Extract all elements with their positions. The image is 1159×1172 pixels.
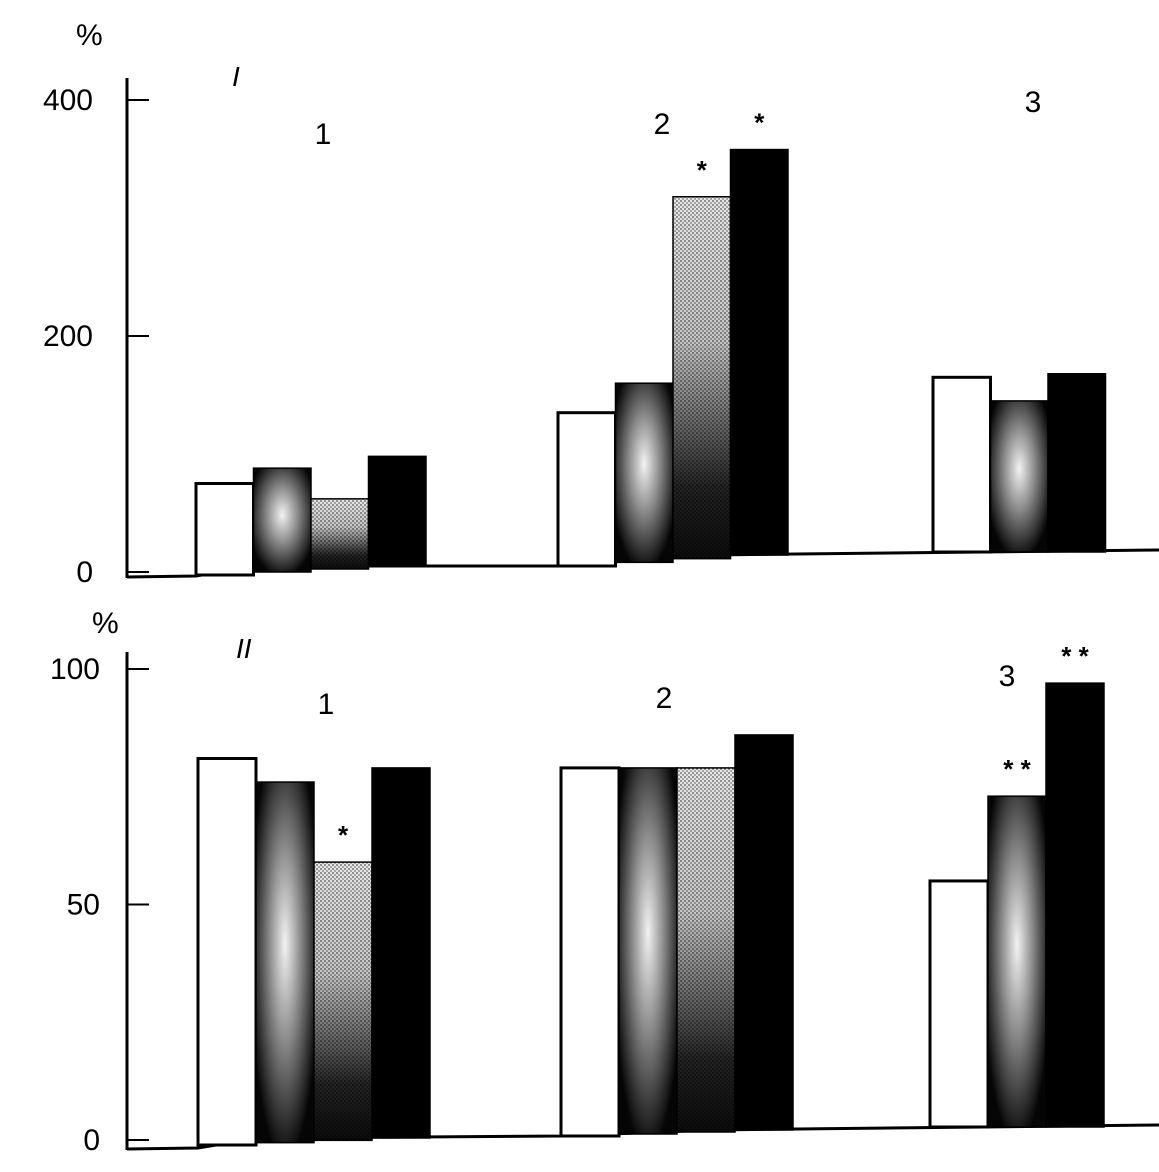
panel-label: I: [232, 61, 240, 92]
bar-group-3-series-4: [1045, 682, 1105, 1128]
bar-group-1-series-2: [255, 781, 315, 1144]
y-unit-label: %: [92, 607, 119, 640]
y-tick-label: 100: [50, 653, 100, 686]
bar-group-1-series-1: [196, 756, 258, 1147]
significance-mark: *: [754, 108, 765, 138]
bar-group-3-series-4: [1047, 373, 1107, 553]
chart-panel-1: 0 200 400% I 1 2 3 * *: [43, 19, 1159, 589]
group-label-2: 2: [656, 682, 673, 715]
significance-mark: * *: [1003, 754, 1031, 784]
group-label-3: 3: [999, 660, 1016, 693]
panel-label: II: [236, 633, 252, 664]
chart-panel-2: 0 50 100% II 1 2 3 * * * * *: [50, 607, 1159, 1157]
bar-group-2-series-3-shade: [677, 767, 735, 1132]
bar-group-2-series-1: [556, 411, 617, 568]
bar-group-2-series-1: [559, 766, 621, 1138]
significance-mark: * *: [1061, 641, 1089, 671]
bar-group-1-series-3-shade: [314, 862, 372, 1141]
bar-group-1-series-2: [252, 467, 312, 573]
y-tick-label: 0: [76, 556, 93, 589]
group-label-2: 2: [654, 108, 671, 141]
y-tick-label: 50: [67, 889, 100, 922]
bar-group-1-series-4: [371, 767, 431, 1139]
bar-group-2-series-4: [734, 734, 794, 1131]
bar-group-3-series-1: [931, 375, 992, 554]
bar-group-3-series-1: [928, 879, 990, 1129]
bar-group-1-series-4: [367, 455, 427, 567]
bar-group-2-series-4: [729, 148, 789, 556]
bar-group-2-series-2: [614, 382, 674, 564]
bar-group-1-series-3-shade: [311, 498, 369, 569]
y-unit-label: %: [76, 19, 103, 52]
significance-mark: *: [697, 155, 708, 185]
bar-group-2-series-3-shade: [673, 196, 731, 559]
y-tick-label: 200: [43, 320, 93, 353]
chart-panels: 0 200 400% I 1 2 3 * * 0 50 100% II 1 2 3 * * * * *: [43, 19, 1159, 1157]
group-label-3: 3: [1025, 86, 1042, 119]
y-tick-label: 0: [83, 1124, 100, 1157]
bar-group-3-series-2: [989, 400, 1049, 553]
group-label-1: 1: [315, 118, 332, 151]
bar-group-3-series-2: [987, 795, 1047, 1128]
bar-group-2-series-2: [618, 767, 678, 1135]
y-tick-label: 400: [43, 84, 93, 117]
group-label-1: 1: [318, 688, 335, 721]
significance-mark: *: [338, 820, 349, 850]
bar-group-1-series-1: [194, 482, 255, 577]
